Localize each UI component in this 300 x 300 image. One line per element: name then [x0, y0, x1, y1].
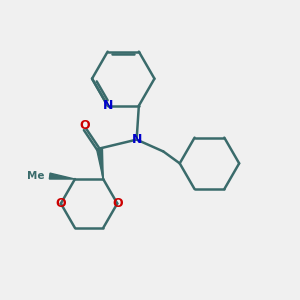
Text: O: O	[56, 197, 66, 210]
Text: O: O	[112, 197, 123, 210]
Text: N: N	[103, 99, 113, 112]
Polygon shape	[49, 173, 75, 179]
Text: Me: Me	[27, 171, 44, 181]
Text: N: N	[131, 133, 142, 146]
Polygon shape	[97, 148, 103, 179]
Text: O: O	[79, 118, 90, 131]
